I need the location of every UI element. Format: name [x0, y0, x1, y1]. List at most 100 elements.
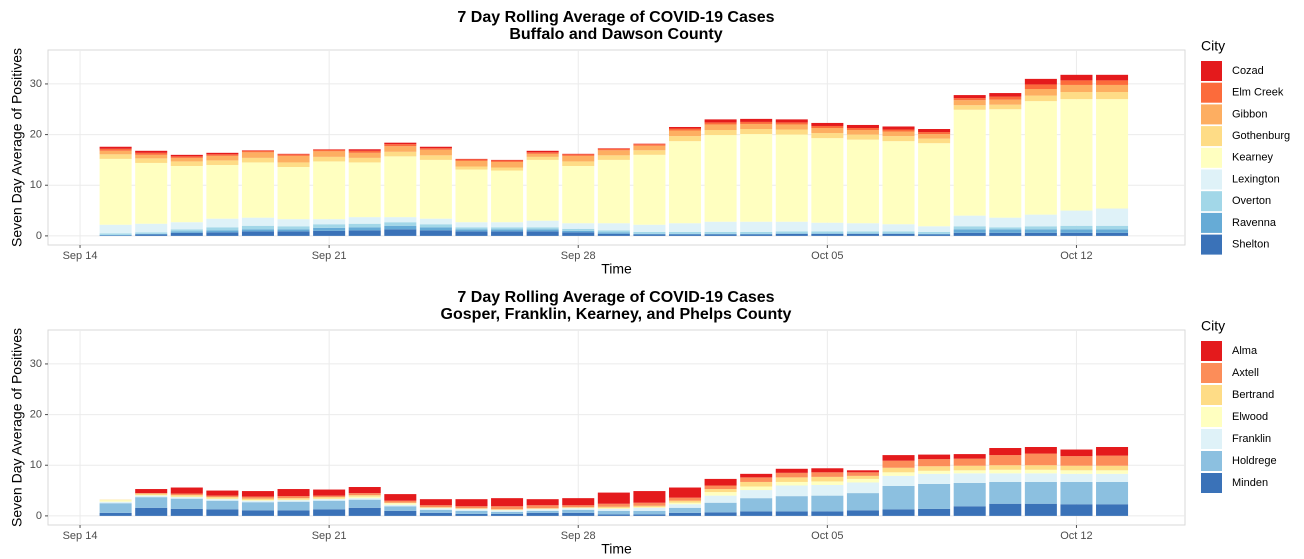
bar-segment — [1096, 92, 1129, 100]
bar-segment — [384, 506, 417, 511]
legend-label: Franklin — [1232, 433, 1271, 445]
bar-segment — [277, 231, 310, 236]
bar-segment — [597, 223, 630, 231]
bar-segment — [384, 217, 417, 223]
x-tick-label: Sep 21 — [312, 250, 347, 262]
bar-segment — [846, 124, 879, 128]
bar-segment — [348, 217, 381, 224]
x-tick-label: Sep 14 — [63, 530, 98, 542]
bar-segment — [775, 221, 808, 232]
bar-segment — [206, 227, 239, 231]
bar-segment — [419, 499, 452, 506]
bar-segment — [455, 506, 488, 509]
bar-segment — [170, 154, 203, 157]
bar-segment — [384, 151, 417, 157]
bar-segment — [348, 223, 381, 228]
bar-segment — [241, 152, 274, 158]
bar-segment — [846, 482, 879, 494]
bar-segment — [1060, 456, 1093, 466]
bar-segment — [99, 512, 132, 516]
bar-segment — [846, 130, 879, 135]
x-tick-label: Sep 28 — [561, 530, 596, 542]
x-tick-label: Oct 12 — [1060, 530, 1092, 542]
bar-segment — [241, 229, 274, 232]
legend-title: City — [1201, 318, 1225, 334]
bar-segment — [526, 509, 559, 511]
bar-segment — [918, 508, 951, 516]
bar-segment — [491, 161, 524, 168]
bar-segment — [170, 497, 203, 499]
bar-segment — [775, 231, 808, 234]
bar-segment — [953, 95, 986, 99]
bar-segment — [135, 150, 168, 153]
bar-segment — [241, 502, 274, 511]
bar-segment — [811, 125, 844, 128]
bar-segment — [740, 231, 773, 234]
x-tick-label: Sep 21 — [312, 530, 347, 542]
bar-segment — [170, 231, 203, 233]
y-tick-label: 0 — [36, 230, 42, 242]
bar-segment — [704, 489, 737, 493]
bar-segment — [811, 222, 844, 232]
bar-segment — [811, 481, 844, 485]
x-axis-title: Time — [601, 261, 632, 277]
bar-segment — [918, 138, 951, 144]
bar-segment — [953, 465, 986, 471]
legend-swatch — [1201, 451, 1222, 471]
bar-segment — [882, 131, 915, 137]
bar-segment — [277, 499, 310, 501]
legend-swatch — [1201, 104, 1222, 125]
bar-segment — [989, 503, 1022, 516]
bar-segment — [384, 156, 417, 218]
bar-segment — [668, 507, 702, 513]
bar-segment — [384, 504, 417, 507]
bar-segment — [704, 135, 737, 222]
bar-segment — [668, 500, 702, 503]
bar-segment — [918, 231, 951, 234]
bar-segment — [526, 220, 559, 228]
bar-segment — [1024, 84, 1057, 89]
bar-segment — [562, 153, 595, 155]
bar-segment — [918, 233, 951, 235]
bar-segment — [846, 134, 879, 140]
bar-segment — [668, 234, 702, 236]
bar-segment — [918, 483, 951, 509]
bar-segment — [135, 495, 168, 496]
bar-segment — [170, 498, 203, 509]
bar-segment — [775, 129, 808, 135]
bar-segment — [1024, 473, 1057, 482]
bar-segment — [918, 143, 951, 227]
bar-segment — [313, 498, 346, 500]
bar-segment — [206, 509, 239, 516]
bar-segment — [241, 496, 274, 499]
bar-segment — [704, 502, 737, 513]
bar-segment — [277, 167, 310, 220]
bar-segment — [562, 508, 595, 510]
bar-segment — [384, 222, 417, 226]
bar-segment — [1096, 99, 1129, 209]
bar-segment — [384, 503, 417, 505]
bar-segment — [277, 219, 310, 227]
bar-segment — [206, 160, 239, 165]
bar-segment — [135, 489, 168, 494]
y-tick-label: 30 — [30, 78, 42, 90]
bar-segment — [989, 99, 1022, 105]
legend-swatch — [1201, 234, 1222, 255]
bar-segment — [740, 233, 773, 235]
chart-subtitle: Gosper, Franklin, Kearney, and Phelps Co… — [441, 306, 792, 323]
bar-segment — [170, 493, 203, 496]
bar-segment — [313, 497, 346, 499]
bar-segment — [455, 227, 488, 230]
legend-label: Elwood — [1232, 411, 1268, 423]
bar-segment — [633, 491, 666, 503]
bar-segment — [348, 157, 381, 163]
bar-segment — [206, 164, 239, 219]
bar-segment — [206, 500, 239, 510]
bar-segment — [1024, 101, 1057, 215]
bar-segment — [348, 230, 381, 236]
bar-segment — [241, 498, 274, 501]
bar-segment — [99, 146, 132, 149]
bar-segment — [704, 231, 737, 234]
bar-segment — [384, 146, 417, 152]
